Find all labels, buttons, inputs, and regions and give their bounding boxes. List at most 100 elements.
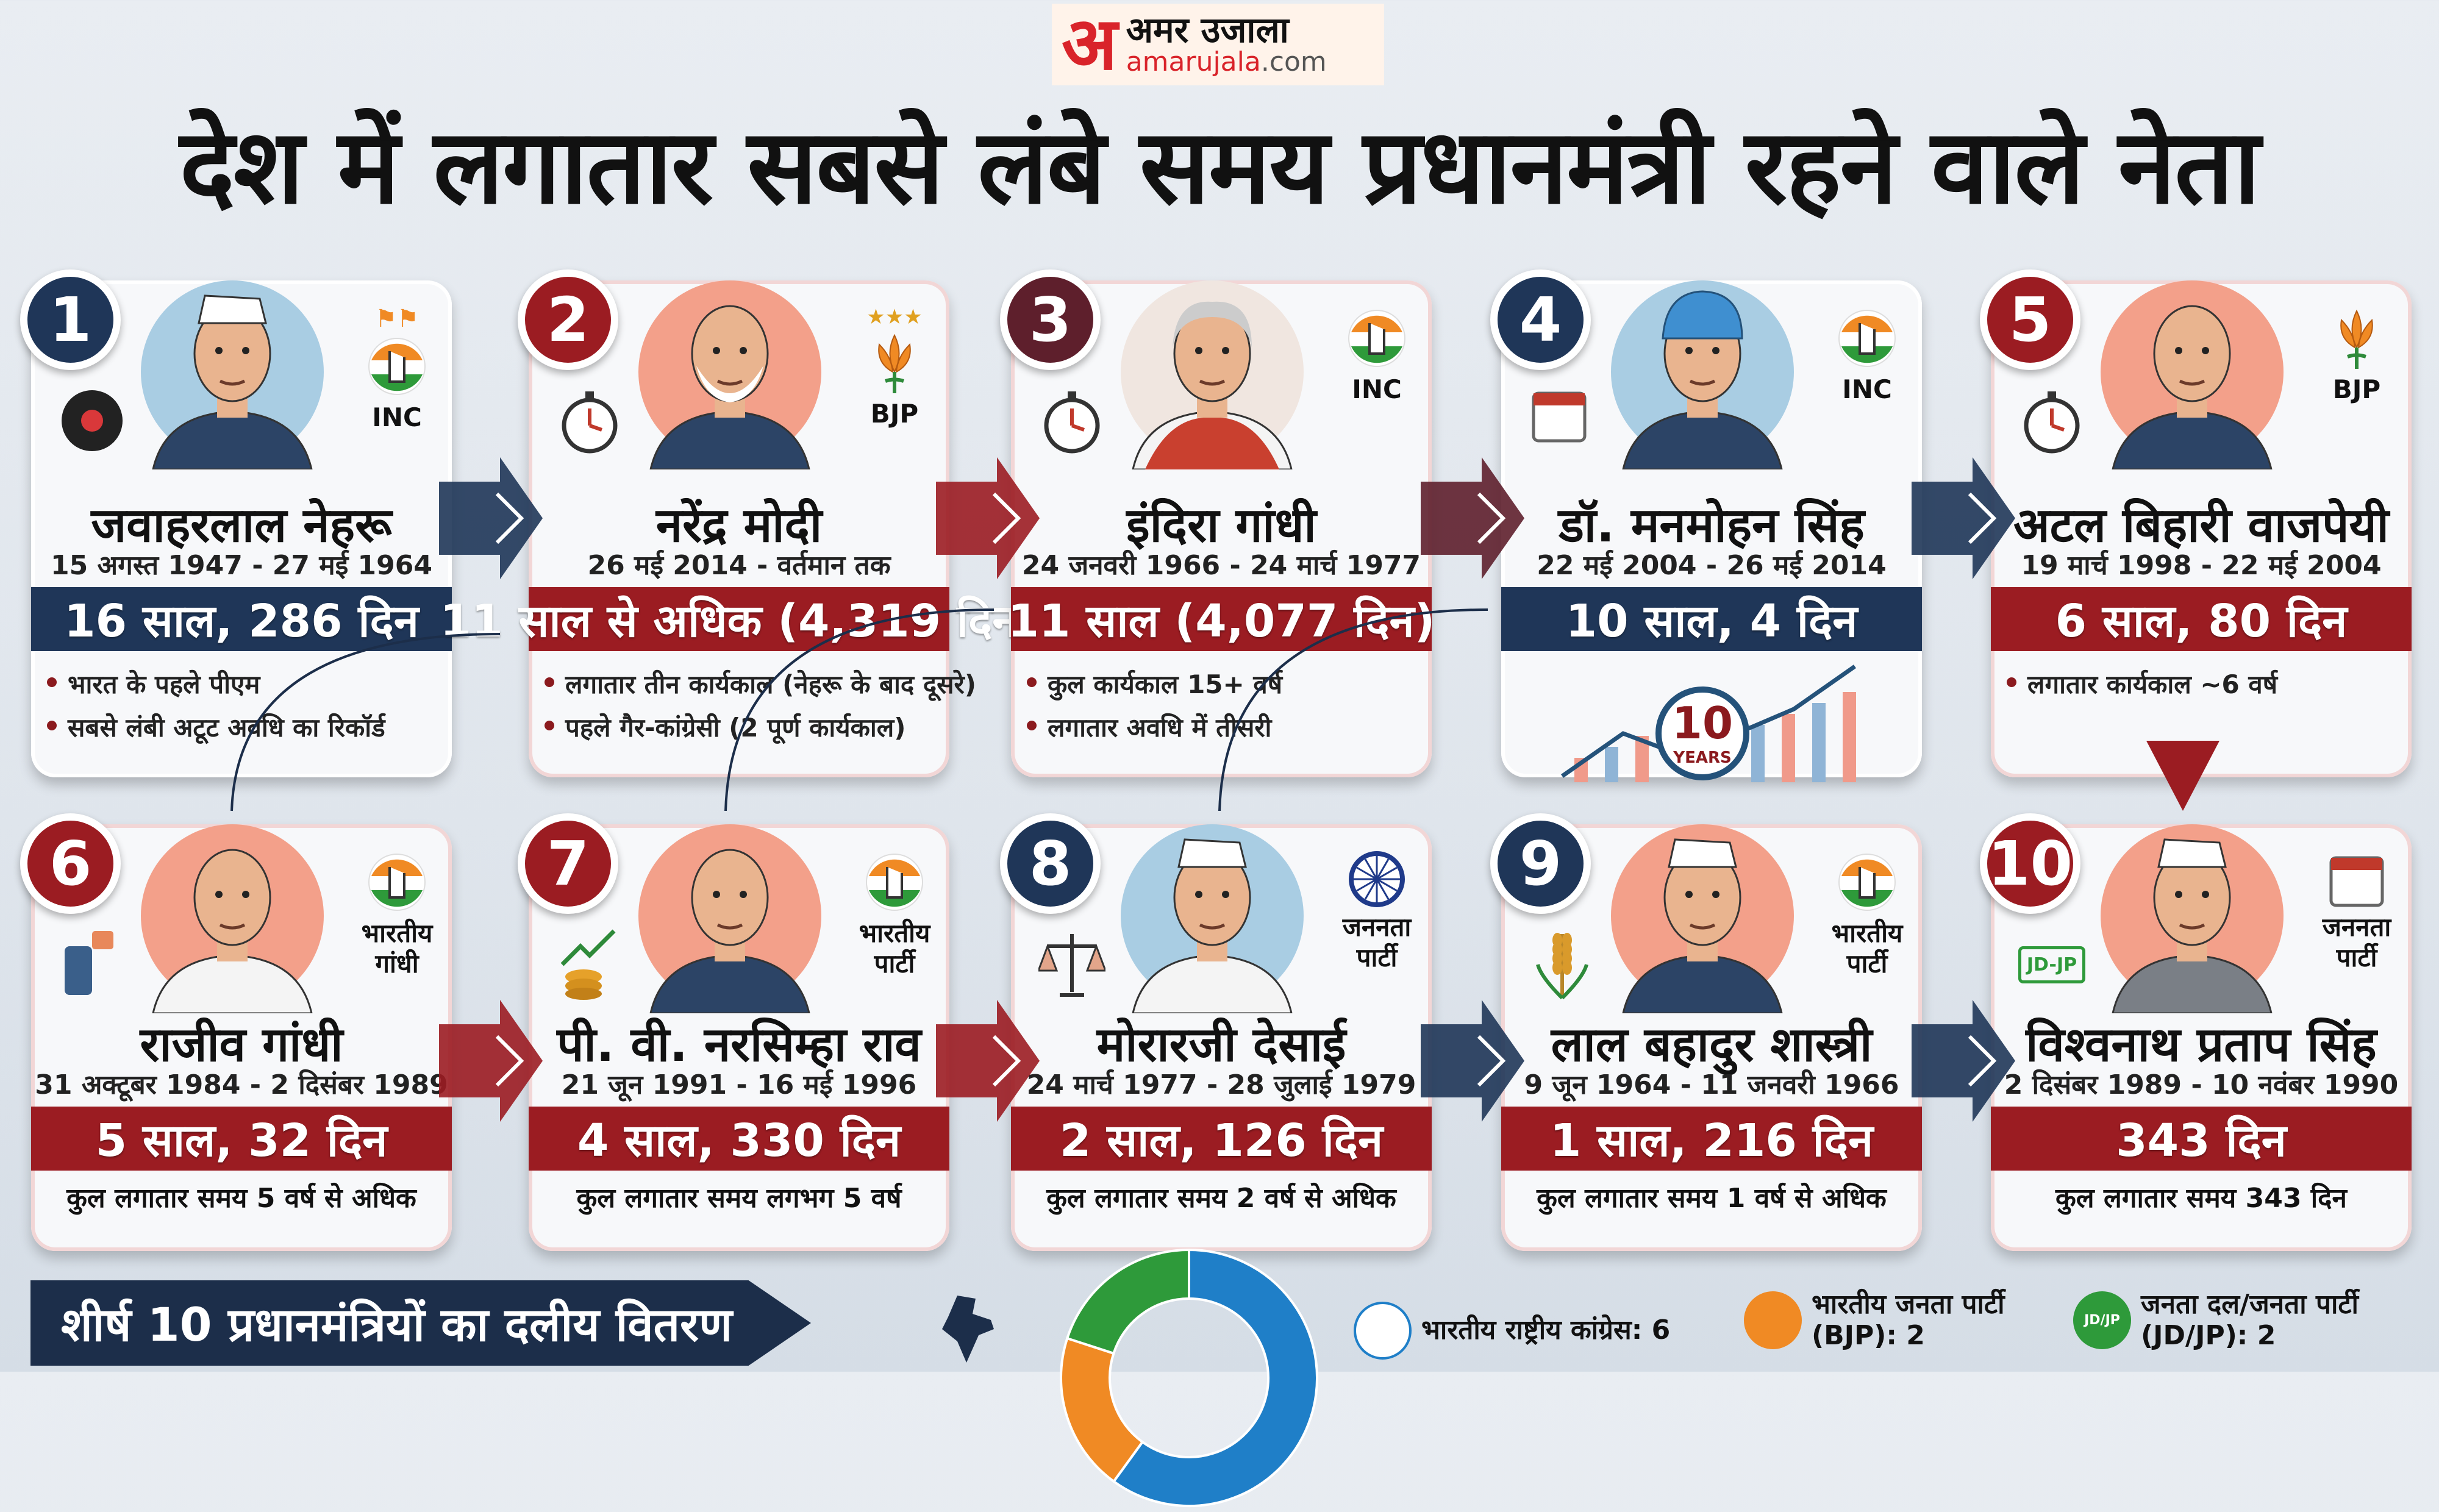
pm-card-3: 3 INC इंदिरा गांधी 24 जनवरी 1966 - 24 मा…: [1000, 269, 1435, 777]
pm-card-9: 9 भारतीय पार्टी लाल बहादुर शास्त्री 9 जू…: [1490, 813, 1922, 1251]
tenure-duration: 4 साल, 330 दिन: [529, 1107, 949, 1171]
portrait: [1599, 824, 1806, 1015]
inc-hand-icon: [1337, 305, 1416, 374]
portrait: [1599, 280, 1806, 471]
calendar-icon: [2317, 849, 2396, 912]
jd-jp-tag-icon: JD-JP: [2018, 928, 2085, 1001]
stopwatch-icon: [2018, 384, 2085, 457]
chakra-icon: [1337, 849, 1416, 912]
rank-badge: 9: [1490, 813, 1591, 914]
clock-calendar-icon: [1038, 384, 1105, 457]
chevron-icon: [495, 492, 524, 544]
pm-name: लाल बहादुर शास्त्री: [1551, 1018, 1873, 1072]
chevron-icon: [1477, 492, 1506, 544]
donut-slice-2: [1065, 1248, 1190, 1355]
jd-jp-icon: JD/JP: [2073, 1291, 2131, 1350]
footer-note: कुल लगातार समय 2 वर्ष से अधिक: [1046, 1183, 1396, 1214]
footer-note: कुल लगातार समय लगभग 5 वर्ष: [576, 1183, 902, 1214]
bullet-item: कुल कार्यकाल 15+ वर्ष: [1027, 666, 1419, 701]
coins-growth-icon: [556, 928, 623, 1001]
bullet-item: सबसे लंबी अटूट अवधि का रिकॉर्ड: [47, 710, 440, 744]
inc-hand-icon: [1827, 849, 1907, 918]
rank-badge: 4: [1490, 269, 1591, 370]
inc-hand-icon: [357, 333, 437, 402]
tenure-dates: 24 जनवरी 1966 - 24 मार्च 1977: [1021, 550, 1421, 581]
legend-item: भारतीय जनता पार्टी (BJP): 2: [1744, 1289, 2061, 1351]
tenure-duration: 1 साल, 216 दिन: [1501, 1107, 1922, 1171]
indian-flags-icon: ⚑⚑: [375, 305, 419, 333]
party-label: भारतीय पार्टी: [859, 918, 930, 979]
rank-badge: 2: [518, 269, 618, 370]
party-label: INC: [1842, 374, 1892, 404]
pm-name: पी. वी. नरसिम्हा राव: [557, 1018, 921, 1072]
party-label: भारतीय गांधी: [361, 918, 433, 979]
inc-hand-icon: [1827, 305, 1907, 374]
legend-label: भारतीय जनता पार्टी (BJP): 2: [1812, 1289, 2005, 1351]
party-badge: भारतीय गांधी: [357, 849, 437, 980]
tenure-dates: 2 दिसंबर 1989 - 10 नवंबर 1990: [2004, 1069, 2399, 1100]
footer-note: कुल लगातार समय 343 दिन: [2055, 1183, 2347, 1214]
tenure-duration: 11 साल (4,077 दिन): [1008, 587, 1435, 651]
pm-card-8: 8 जननता पार्टी मोरारजी देसाई 24 मार्च 19…: [1000, 813, 1432, 1251]
bullets: भारत के पहले पीएम सबसे लंबी अटूट अवधि का …: [47, 666, 440, 753]
bullet-item: भारत के पहले पीएम: [47, 666, 440, 701]
india-map-icon: [942, 1296, 994, 1363]
years-badge-unit: YEARS: [1673, 749, 1731, 767]
page-title: देश में लगातार सबसे लंबे समय प्रधानमंत्र…: [179, 107, 2261, 227]
legend-label: भारतीय राष्ट्रीय कांग्रेस: 6: [1421, 1314, 1671, 1346]
portrait: [2088, 824, 2296, 1015]
next-arrow: [439, 1000, 543, 1122]
tenure-dates: 24 मार्च 1977 - 28 जुलाई 1979: [1026, 1069, 1416, 1100]
legend-item: JD/JP जनता दल/जनता पार्टी (JD/JP): 2: [2073, 1289, 2390, 1351]
footer-note: कुल लगातार समय 1 वर्ष से अधिक: [1537, 1183, 1887, 1214]
tenure-duration: 2 साल, 126 दिन: [1011, 1107, 1432, 1171]
next-arrow: [439, 457, 543, 579]
vinyl-record-icon: [59, 384, 126, 457]
portrait: [129, 824, 336, 1015]
tenure-duration: 16 साल, 286 दिन: [31, 587, 452, 651]
bullets: लगातार तीन कार्यकाल (नेहरू के बाद दूसरे)…: [545, 666, 976, 753]
tenure-dates: 19 मार्च 1998 - 22 मई 2004: [2021, 550, 2382, 581]
chevron-icon: [1968, 1035, 1997, 1087]
party-label: भारतीय पार्टी: [1831, 918, 1903, 979]
portrait: [626, 824, 834, 1015]
portrait: [1109, 280, 1316, 471]
party-badge: भारतीय पार्टी: [855, 849, 934, 980]
pm-name: अटल बिहारी वाजपेयी: [2013, 498, 2389, 553]
pm-name: मोरारजी देसाई: [1096, 1018, 1346, 1072]
party-badge: ★★★ BJP: [855, 305, 934, 429]
party-donut-chart: [1060, 1248, 1318, 1507]
scales-icon: [1037, 928, 1107, 1001]
pm-card-7: 7 भारतीय पार्टी पी. वी. नरसिम्हा राव 21 …: [518, 813, 949, 1251]
legend-label: जनता दल/जनता पार्टी (JD/JP): 2: [2141, 1289, 2359, 1351]
amar-ujala-logo: अ अमर उजाला amarujala.com: [1052, 4, 1384, 85]
pm-name: राजीव गांधी: [140, 1018, 343, 1072]
pm-name: इंदिरा गांधी: [1126, 498, 1316, 553]
party-label: INC: [1352, 374, 1402, 404]
party-badge: जननता पार्टी: [2317, 849, 2396, 974]
tenure-duration: 10 साल, 4 दिन: [1501, 587, 1922, 651]
party-label: INC: [372, 402, 422, 432]
rank-badge: 5: [1980, 269, 2080, 370]
pm-name: विश्वनाथ प्रताप सिंह: [2026, 1018, 2377, 1072]
footer-note: कुल लगातार समय 5 वर्ष से अधिक: [66, 1183, 416, 1214]
wheat-icon: [1529, 928, 1596, 1001]
party-label: जननता पार्टी: [1342, 912, 1412, 973]
tenure-duration: 343 दिन: [1991, 1107, 2412, 1171]
party-badge: ⚑⚑ INC: [357, 305, 437, 433]
tenure-dates: 26 मई 2014 - वर्तमान तक: [587, 550, 891, 581]
tenure-dates: 9 जून 1964 - 11 जनवरी 1966: [1524, 1069, 1899, 1100]
pm-card-4: 4 INC डॉ. मनमोहन सिंह 22 मई 2004 - 26 मई…: [1490, 269, 1922, 782]
bullet-item: लगातार अवधि में तीसरी: [1027, 710, 1419, 744]
logo-domain: amarujala.com: [1126, 46, 1327, 77]
pm-card-10: 10 JD-JP जननता पार्टी विश्वनाथ प्रताप सि…: [1980, 813, 2412, 1251]
bjp-lotus-icon: [2317, 305, 2396, 374]
donut-slice-1: [1060, 1336, 1145, 1483]
rank-badge: 6: [20, 813, 121, 914]
rank-badge: 7: [518, 813, 618, 914]
party-badge: BJP: [2317, 305, 2396, 405]
portrait: [626, 280, 834, 471]
logo-name: अमर उजाला: [1126, 9, 1289, 51]
bullets: कुल कार्यकाल 15+ वर्ष लगातार अवधि में तीस…: [1027, 666, 1419, 753]
tenure-duration: 6 साल, 80 दिन: [1991, 587, 2412, 651]
